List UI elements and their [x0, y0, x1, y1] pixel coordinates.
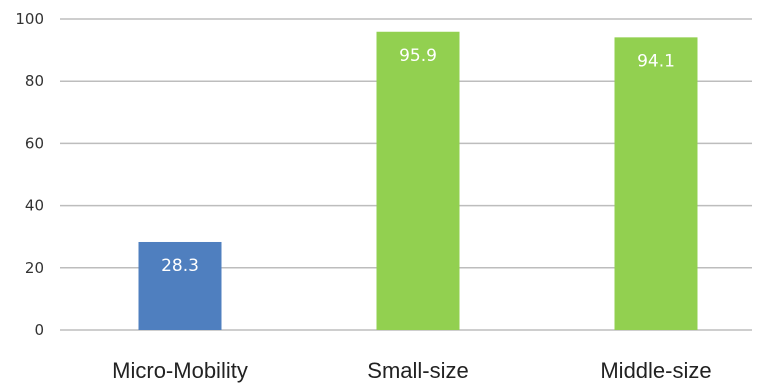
value-label-micro-mobility: 28.3	[161, 256, 199, 276]
value-label-small-size: 95.9	[399, 46, 437, 66]
y-tick-label-80: 80	[25, 72, 44, 90]
y-tick-label-60: 60	[25, 134, 44, 152]
bar-small-size	[376, 31, 460, 330]
bars	[138, 31, 698, 330]
y-tick-label-20: 20	[25, 259, 44, 277]
x-category-label-small-size: Small-size	[367, 358, 468, 383]
y-axis-tick-labels: 0 20 40 60 80 100	[15, 10, 44, 339]
y-tick-label-40: 40	[25, 197, 44, 215]
x-category-label-middle-size: Middle-size	[600, 358, 711, 383]
value-label-middle-size: 94.1	[637, 51, 675, 71]
bar-middle-size	[614, 37, 698, 330]
y-tick-label-0: 0	[34, 321, 44, 339]
x-category-label-micro-mobility: Micro-Mobility	[112, 358, 248, 383]
x-axis-category-labels: Micro-Mobility Small-size Middle-size	[112, 358, 711, 383]
value-labels: 28.3 95.9 94.1	[161, 46, 675, 276]
bar-micro-mobility	[138, 241, 222, 330]
y-tick-label-100: 100	[15, 10, 44, 28]
